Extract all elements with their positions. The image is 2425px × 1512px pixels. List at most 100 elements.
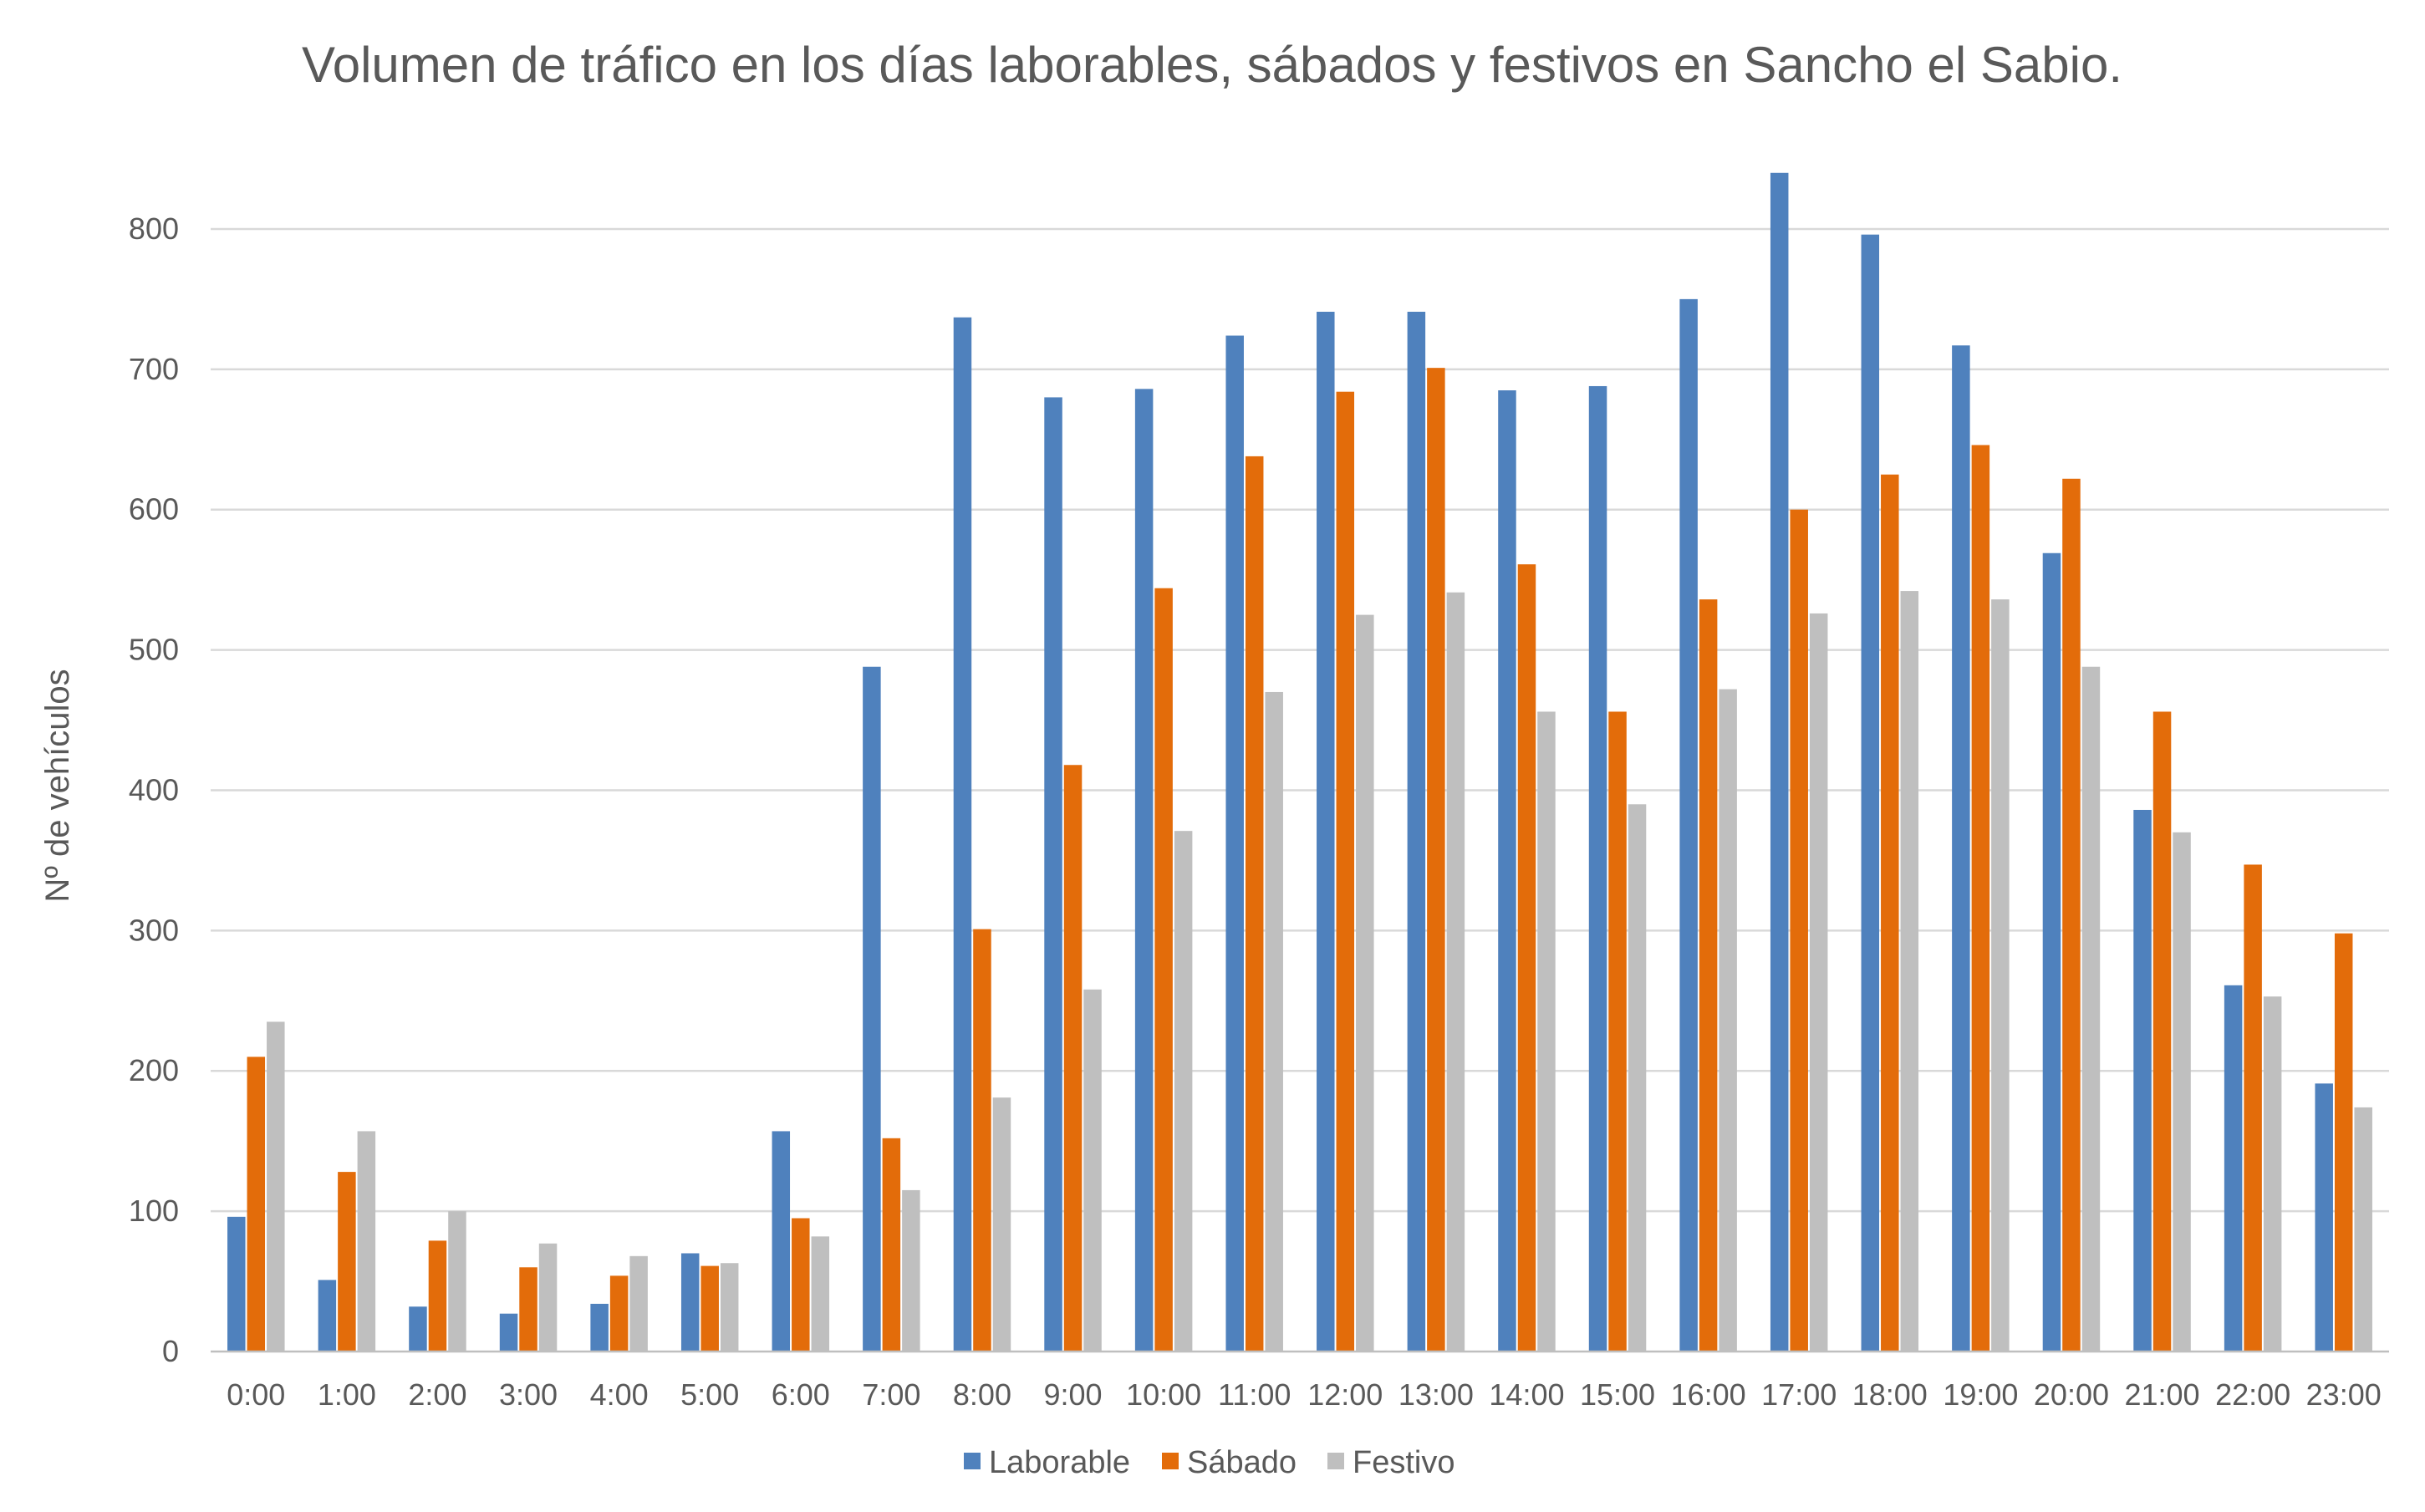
legend-label: Laborable — [989, 1445, 1130, 1480]
x-tick-label: 18:00 — [1852, 1377, 1928, 1412]
bar-festivo-900 — [1083, 989, 1102, 1352]
bar-laborable-1100 — [1225, 335, 1244, 1352]
bars — [227, 172, 2372, 1352]
x-tick-label: 23:00 — [2306, 1377, 2382, 1412]
x-tick-label: 19:00 — [1943, 1377, 2018, 1412]
y-tick-label: 800 — [129, 211, 179, 246]
bar-laborable-900 — [1044, 397, 1062, 1352]
bar-sbado-000 — [247, 1056, 266, 1352]
bar-sbado-1700 — [1790, 509, 1808, 1352]
bar-festivo-1300 — [1446, 592, 1465, 1352]
bar-laborable-100 — [318, 1280, 337, 1352]
legend-label: Festivo — [1353, 1445, 1454, 1480]
bar-sbado-400 — [609, 1275, 629, 1352]
bar-festivo-700 — [902, 1189, 920, 1352]
bar-sbado-1400 — [1517, 564, 1536, 1352]
bar-festivo-1600 — [1719, 689, 1737, 1352]
x-tick-label: 10:00 — [1126, 1377, 1201, 1412]
bar-laborable-2300 — [2315, 1083, 2333, 1352]
bar-laborable-1500 — [1588, 385, 1607, 1352]
x-tick-label: 0:00 — [227, 1377, 285, 1412]
x-tick-label: 21:00 — [2124, 1377, 2199, 1412]
bar-sbado-1600 — [1699, 599, 1718, 1352]
bar-sbado-500 — [700, 1265, 719, 1352]
x-tick-label: 6:00 — [772, 1377, 830, 1412]
x-tick-label: 3:00 — [499, 1377, 558, 1412]
x-tick-label: 16:00 — [1671, 1377, 1746, 1412]
bar-laborable-1400 — [1498, 390, 1516, 1352]
bar-festivo-2100 — [2173, 832, 2191, 1352]
bar-festivo-1100 — [1265, 691, 1283, 1352]
bar-festivo-1400 — [1537, 711, 1556, 1352]
bar-sbado-1800 — [1881, 474, 1899, 1352]
x-tick-label: 1:00 — [318, 1377, 376, 1412]
bar-festivo-1500 — [1628, 804, 1647, 1352]
x-tick-label: 8:00 — [953, 1377, 1011, 1412]
legend-swatch-festivo — [1327, 1453, 1344, 1469]
bar-sbado-200 — [428, 1240, 447, 1352]
chart-title: Volumen de tráfico en los días laborable… — [302, 37, 2122, 93]
bar-festivo-1900 — [1991, 599, 2010, 1352]
gridlines — [211, 227, 2389, 1213]
x-tick-label: 17:00 — [1761, 1377, 1837, 1412]
bar-festivo-600 — [811, 1236, 830, 1352]
bar-laborable-800 — [953, 317, 972, 1352]
bar-laborable-700 — [863, 666, 881, 1352]
x-tick-label: 12:00 — [1307, 1377, 1383, 1412]
x-tick-label: 4:00 — [590, 1377, 649, 1412]
bar-laborable-1200 — [1317, 311, 1335, 1352]
bar-laborable-400 — [590, 1303, 609, 1352]
bar-sbado-1200 — [1336, 391, 1355, 1352]
bar-festivo-1200 — [1356, 614, 1374, 1352]
y-tick-label: 100 — [129, 1194, 179, 1228]
bar-festivo-500 — [720, 1263, 739, 1352]
bar-laborable-2200 — [2224, 985, 2243, 1352]
x-tick-label: 9:00 — [1044, 1377, 1103, 1412]
bar-laborable-2100 — [2133, 809, 2152, 1352]
bar-festivo-2300 — [2354, 1107, 2372, 1352]
x-tick-label: 2:00 — [408, 1377, 466, 1412]
y-axis-title: Nº de vehículos — [39, 669, 76, 902]
axes: 0 100 200 300 400 500 600 700 800 0:00 1:00 2:00 3:0… — [129, 211, 2389, 1412]
y-tick-label: 400 — [129, 772, 179, 807]
x-tick-label: 7:00 — [862, 1377, 920, 1412]
bar-sbado-1000 — [1154, 588, 1173, 1352]
bar-festivo-1000 — [1174, 831, 1193, 1352]
x-tick-label: 5:00 — [680, 1377, 739, 1412]
y-tick-label: 0 — [162, 1334, 179, 1368]
bar-laborable-000 — [227, 1216, 246, 1352]
bar-laborable-2000 — [2042, 552, 2061, 1352]
x-tick-label: 15:00 — [1580, 1377, 1655, 1412]
x-tick-label: 20:00 — [2034, 1377, 2109, 1412]
bar-festivo-800 — [992, 1097, 1011, 1352]
bar-festivo-1700 — [1809, 613, 1828, 1352]
bar-sbado-800 — [973, 929, 991, 1352]
bar-festivo-000 — [267, 1021, 285, 1352]
x-tick-label: 22:00 — [2215, 1377, 2290, 1412]
bar-sbado-1300 — [1427, 368, 1445, 1352]
bar-sbado-1900 — [1971, 445, 1990, 1352]
bar-laborable-1700 — [1770, 172, 1789, 1352]
bar-festivo-1800 — [1900, 591, 1919, 1352]
bar-sbado-1100 — [1245, 456, 1264, 1352]
bar-sbado-300 — [519, 1267, 537, 1352]
bar-festivo-2000 — [2081, 666, 2101, 1352]
bar-sbado-900 — [1063, 765, 1083, 1352]
bar-sbado-700 — [882, 1138, 901, 1352]
bar-sbado-2000 — [2062, 478, 2081, 1352]
x-tick-label: 13:00 — [1398, 1377, 1474, 1412]
legend-label: Sábado — [1187, 1445, 1297, 1480]
bar-sbado-1500 — [1608, 711, 1627, 1352]
x-tick-label: 11:00 — [1218, 1377, 1291, 1412]
bar-laborable-1000 — [1134, 389, 1154, 1352]
bar-sbado-2200 — [2244, 864, 2262, 1352]
bar-festivo-100 — [357, 1131, 376, 1352]
y-tick-label: 200 — [129, 1053, 179, 1087]
bar-festivo-2200 — [2263, 996, 2282, 1352]
bar-sbado-2100 — [2152, 711, 2172, 1352]
legend-swatch-laborable — [964, 1453, 981, 1469]
y-tick-label: 300 — [129, 913, 179, 947]
bar-laborable-200 — [409, 1306, 427, 1352]
